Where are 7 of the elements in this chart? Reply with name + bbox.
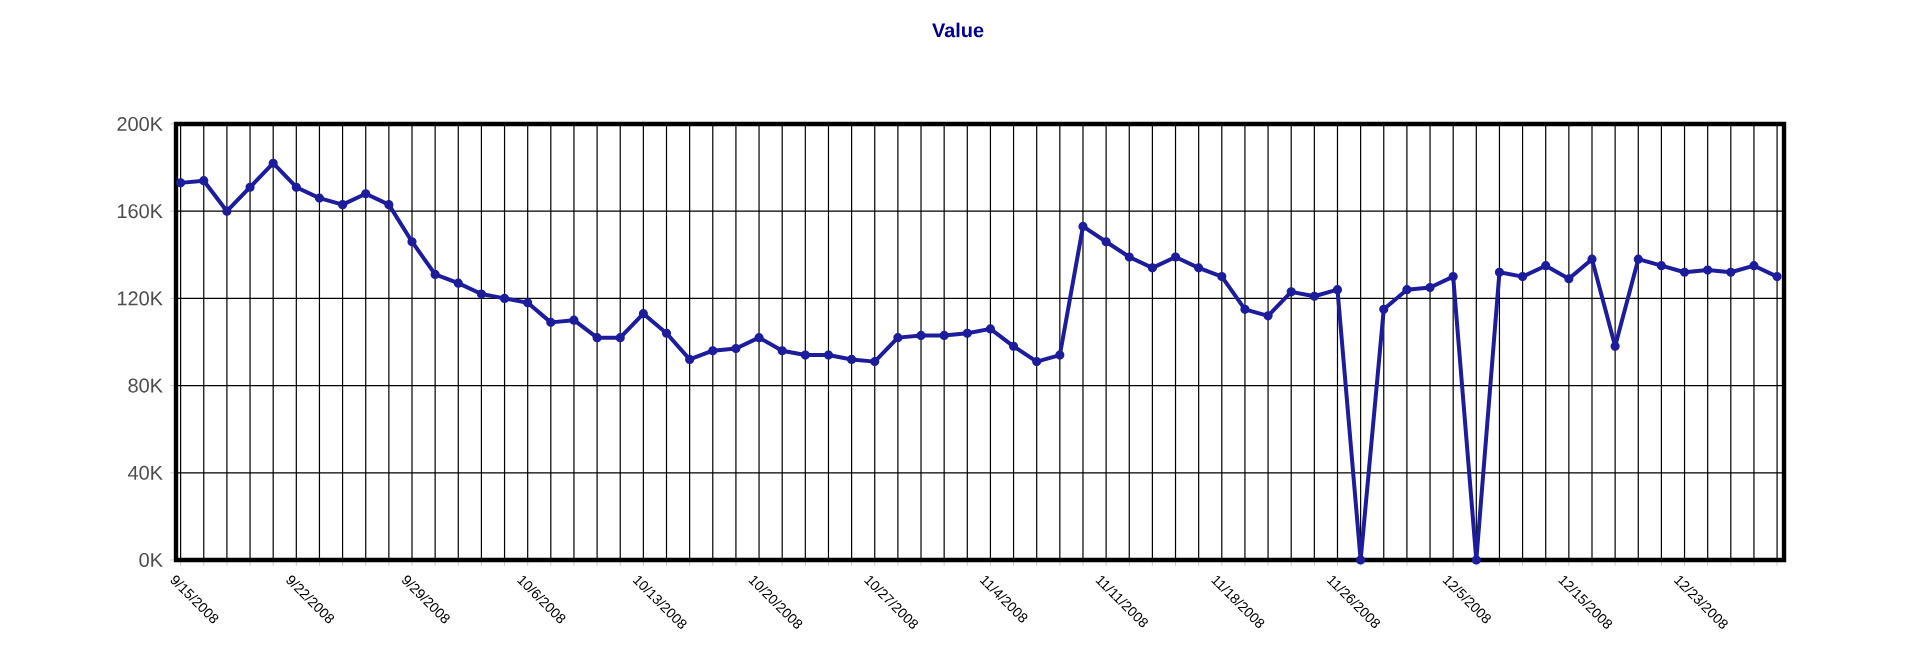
chart-title: Value	[932, 22, 984, 38]
y-tick-label: 40K	[128, 465, 163, 480]
y-tick-label: 160K	[117, 204, 163, 219]
y-tick-label: 120K	[117, 291, 163, 306]
y-tick-label: 0K	[139, 552, 163, 568]
y-tick-label: 80K	[128, 378, 163, 393]
y-tick-label: 200K	[117, 116, 163, 132]
